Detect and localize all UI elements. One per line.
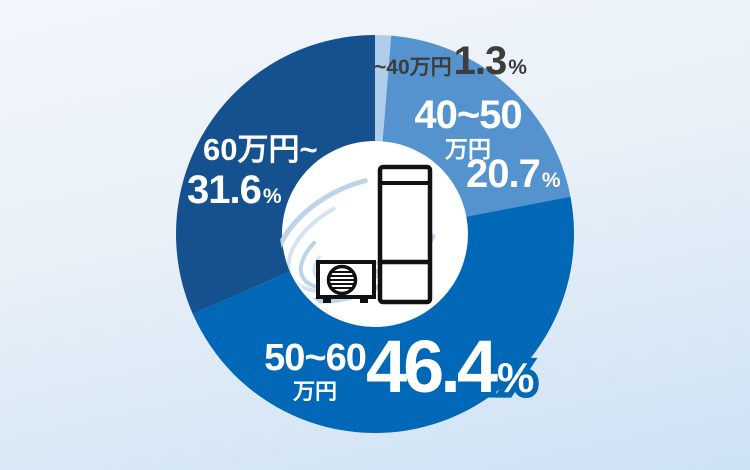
slice-range-50-60-line2: 万円 [292, 379, 337, 404]
slice-range-50-60-line1: 50~60 [264, 337, 367, 379]
donut-hole [282, 141, 468, 327]
slice-value-50-60: 46.4 % [366, 330, 535, 405]
slice-value-over-60: 31.6 % [187, 170, 282, 210]
slice-range-40-50-line1: 40~50 [414, 93, 522, 137]
heat-pump-outdoor-unit-icon [316, 260, 376, 303]
slice-range-under-40: ~40万円 [374, 56, 452, 79]
slice-label-under-40: ~40万円 1.3 % [374, 41, 527, 81]
slice-range-50-60: 50~60 万円 [259, 339, 371, 403]
slice-range-40-50: 40~50 万円 [404, 95, 532, 161]
percent-sign: % [262, 185, 282, 208]
slice-value-40-50-number: 20.7 [466, 152, 541, 196]
slice-range-over-60: 60万円~ [203, 132, 318, 167]
percent-sign: % [508, 56, 527, 79]
slice-value-under-40: 1.3 [453, 39, 508, 83]
slice-value-50-60-number: 46.4 [366, 330, 498, 405]
slice-value-40-50: 20.7 % [466, 154, 561, 194]
slice-value-over-60-number: 31.6 [187, 168, 262, 212]
water-heater-tank-icon [377, 164, 433, 305]
slice-range-40-50-line2: 万円 [445, 136, 491, 162]
percent-sign: % [497, 357, 535, 400]
percent-sign: % [541, 169, 561, 192]
